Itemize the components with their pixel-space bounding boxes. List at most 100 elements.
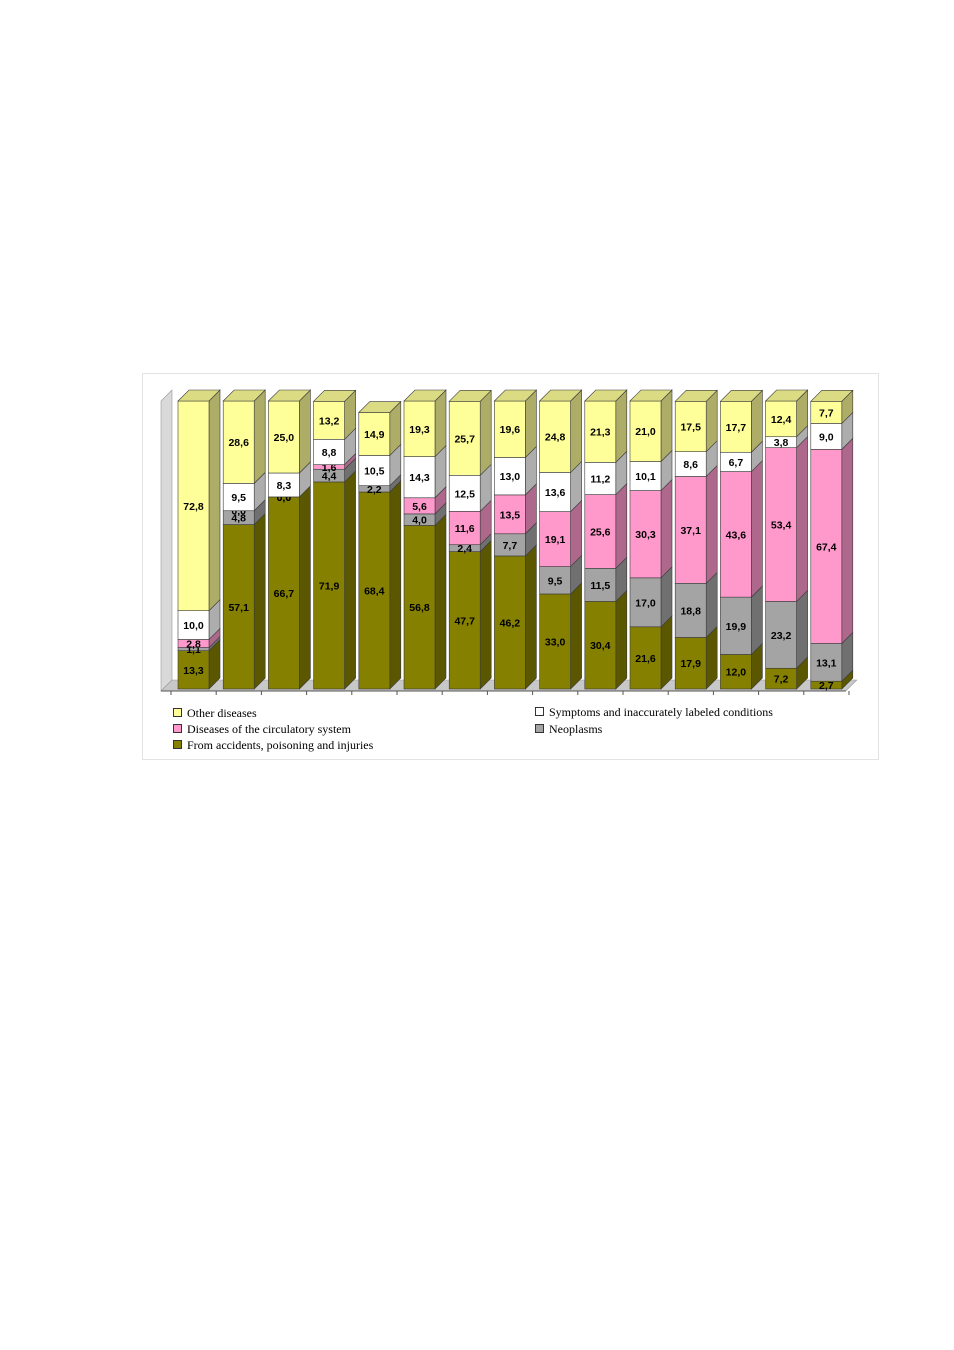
legend-label-other: Other diseases <box>187 706 257 720</box>
data-label-accidents: 56,8 <box>409 602 430 614</box>
data-label-neoplasms: 2,4 <box>457 543 472 555</box>
bar-symptoms-segment <box>810 423 843 450</box>
data-label-neoplasms: 4,4 <box>322 471 337 483</box>
data-label-circulatory: 25,6 <box>590 526 611 538</box>
legend-swatch-circulatory <box>173 724 182 733</box>
bar-top-cap <box>177 389 221 402</box>
data-label-accidents: 71,9 <box>319 580 340 592</box>
data-label-neoplasms: 4,0 <box>412 515 427 527</box>
legend-item-other: Other diseases <box>173 705 257 721</box>
bar-neoplasms-segment <box>629 577 662 628</box>
data-label-symptoms: 9,5 <box>231 492 246 504</box>
bar-accidents-segment <box>448 551 481 690</box>
bar-accidents-segment <box>539 593 571 690</box>
data-label-symptoms: 8,3 <box>277 480 292 492</box>
data-label-accidents: 17,9 <box>680 658 701 670</box>
bar-circulatory-side <box>615 482 628 570</box>
legend-swatch-neoplasms <box>535 724 544 733</box>
bar-symptoms-segment <box>539 472 571 512</box>
data-label-other: 12,4 <box>771 414 792 426</box>
bar-top-cap <box>810 389 854 402</box>
bar-other-segment <box>222 400 255 484</box>
bar-accidents-side <box>389 480 402 690</box>
bar-accidents-segment <box>629 626 662 690</box>
bar-circulatory-side <box>841 437 854 645</box>
bar-accidents-segment <box>222 524 255 690</box>
bar-neoplasms-segment <box>765 601 797 669</box>
data-label-accidents: 68,4 <box>364 586 385 598</box>
bar-other-side <box>208 389 221 612</box>
bar-other-side <box>434 389 447 458</box>
legend-item-accidents: From accidents, poisoning and injuries <box>173 737 373 753</box>
legend-label-accidents: From accidents, poisoning and injuries <box>187 738 374 752</box>
data-label-circulatory: 11,6 <box>455 523 475 535</box>
bar-circulatory-side <box>660 478 673 579</box>
bar-neoplasms-side <box>796 589 808 669</box>
bar-circulatory-side <box>705 464 718 585</box>
bar-top-cap <box>629 389 673 402</box>
data-label-neoplasms: 13,1 <box>816 657 837 669</box>
bar-accidents-segment <box>494 555 526 690</box>
data-label-symptoms: 8,8 <box>322 447 337 459</box>
bar-top-cap <box>403 389 447 402</box>
side-wall <box>160 389 173 692</box>
data-label-circulatory: 1,6 <box>322 462 337 474</box>
bar-symptoms-segment <box>358 455 391 486</box>
bar-accidents-segment <box>358 491 391 690</box>
data-label-neoplasms: 23,2 <box>771 630 792 642</box>
data-label-accidents: 33,0 <box>545 636 566 648</box>
bar-neoplasms-side <box>751 585 763 656</box>
legend-swatch-other <box>173 708 182 717</box>
bar-other-side <box>299 389 311 474</box>
data-label-other: 17,5 <box>680 421 701 433</box>
bar-other-side <box>570 389 582 474</box>
data-label-circulatory: 67,4 <box>816 541 837 553</box>
data-label-accidents: 13,3 <box>183 665 204 677</box>
bar-neoplasms-segment <box>674 583 707 638</box>
bar-symptoms-segment <box>448 475 481 512</box>
bar-top-cap <box>764 389 809 402</box>
legend-label-neoplasms: Neoplasms <box>549 722 603 736</box>
data-label-other: 14,9 <box>364 429 385 441</box>
data-label-symptoms: 11,2 <box>590 473 610 485</box>
bar-top-cap <box>719 389 764 402</box>
data-label-circulatory: 30,3 <box>635 529 656 541</box>
bar-accidents-side <box>434 513 447 690</box>
bar-symptoms-segment <box>177 610 210 640</box>
bar-accidents-side <box>344 470 356 690</box>
data-label-symptoms: 6,7 <box>729 457 744 469</box>
data-label-accidents: 30,4 <box>590 640 611 652</box>
legend-swatch-symptoms <box>535 707 544 716</box>
data-label-symptoms: 8,6 <box>683 459 698 471</box>
data-label-accidents: 47,7 <box>454 615 475 627</box>
bar-other-segment <box>720 400 752 453</box>
data-label-circulatory: 43,6 <box>726 529 747 541</box>
bar-accidents-segment <box>313 481 345 690</box>
data-label-other: 21,0 <box>635 426 656 438</box>
data-label-accidents: 2,7 <box>819 680 834 692</box>
data-label-other: 24,8 <box>545 432 566 444</box>
legend-label-circulatory: Diseases of the circulatory system <box>187 722 351 736</box>
data-label-symptoms: 10,1 <box>635 471 656 483</box>
bar-circulatory-segment <box>810 449 843 644</box>
bar-neoplasms-segment <box>584 568 617 602</box>
data-label-circulatory: 5,6 <box>412 501 427 513</box>
data-label-circulatory: 19,1 <box>545 534 566 546</box>
bar-accidents-side <box>660 615 673 690</box>
bar-top-cap <box>267 389 312 402</box>
bar-circulatory-side <box>751 459 763 598</box>
data-label-symptoms: 3,8 <box>774 437 789 449</box>
legend-item-neoplasms: Neoplasms <box>535 721 602 737</box>
data-label-other: 7,7 <box>819 407 834 419</box>
bar-circulatory-segment <box>448 511 481 546</box>
data-label-other: 13,2 <box>319 415 340 427</box>
legend-label-symptoms: Symptoms and inaccurately labeled condit… <box>549 705 773 719</box>
data-label-other: 21,3 <box>590 427 611 439</box>
bar-top-cap <box>312 389 357 402</box>
bar-other-segment <box>403 400 436 457</box>
data-label-neoplasms: 4,8 <box>231 513 246 525</box>
data-label-other: 25,7 <box>454 433 475 445</box>
bar-accidents-segment <box>268 496 300 690</box>
bar-top-cap <box>358 401 402 413</box>
bar-other-side <box>479 389 492 477</box>
